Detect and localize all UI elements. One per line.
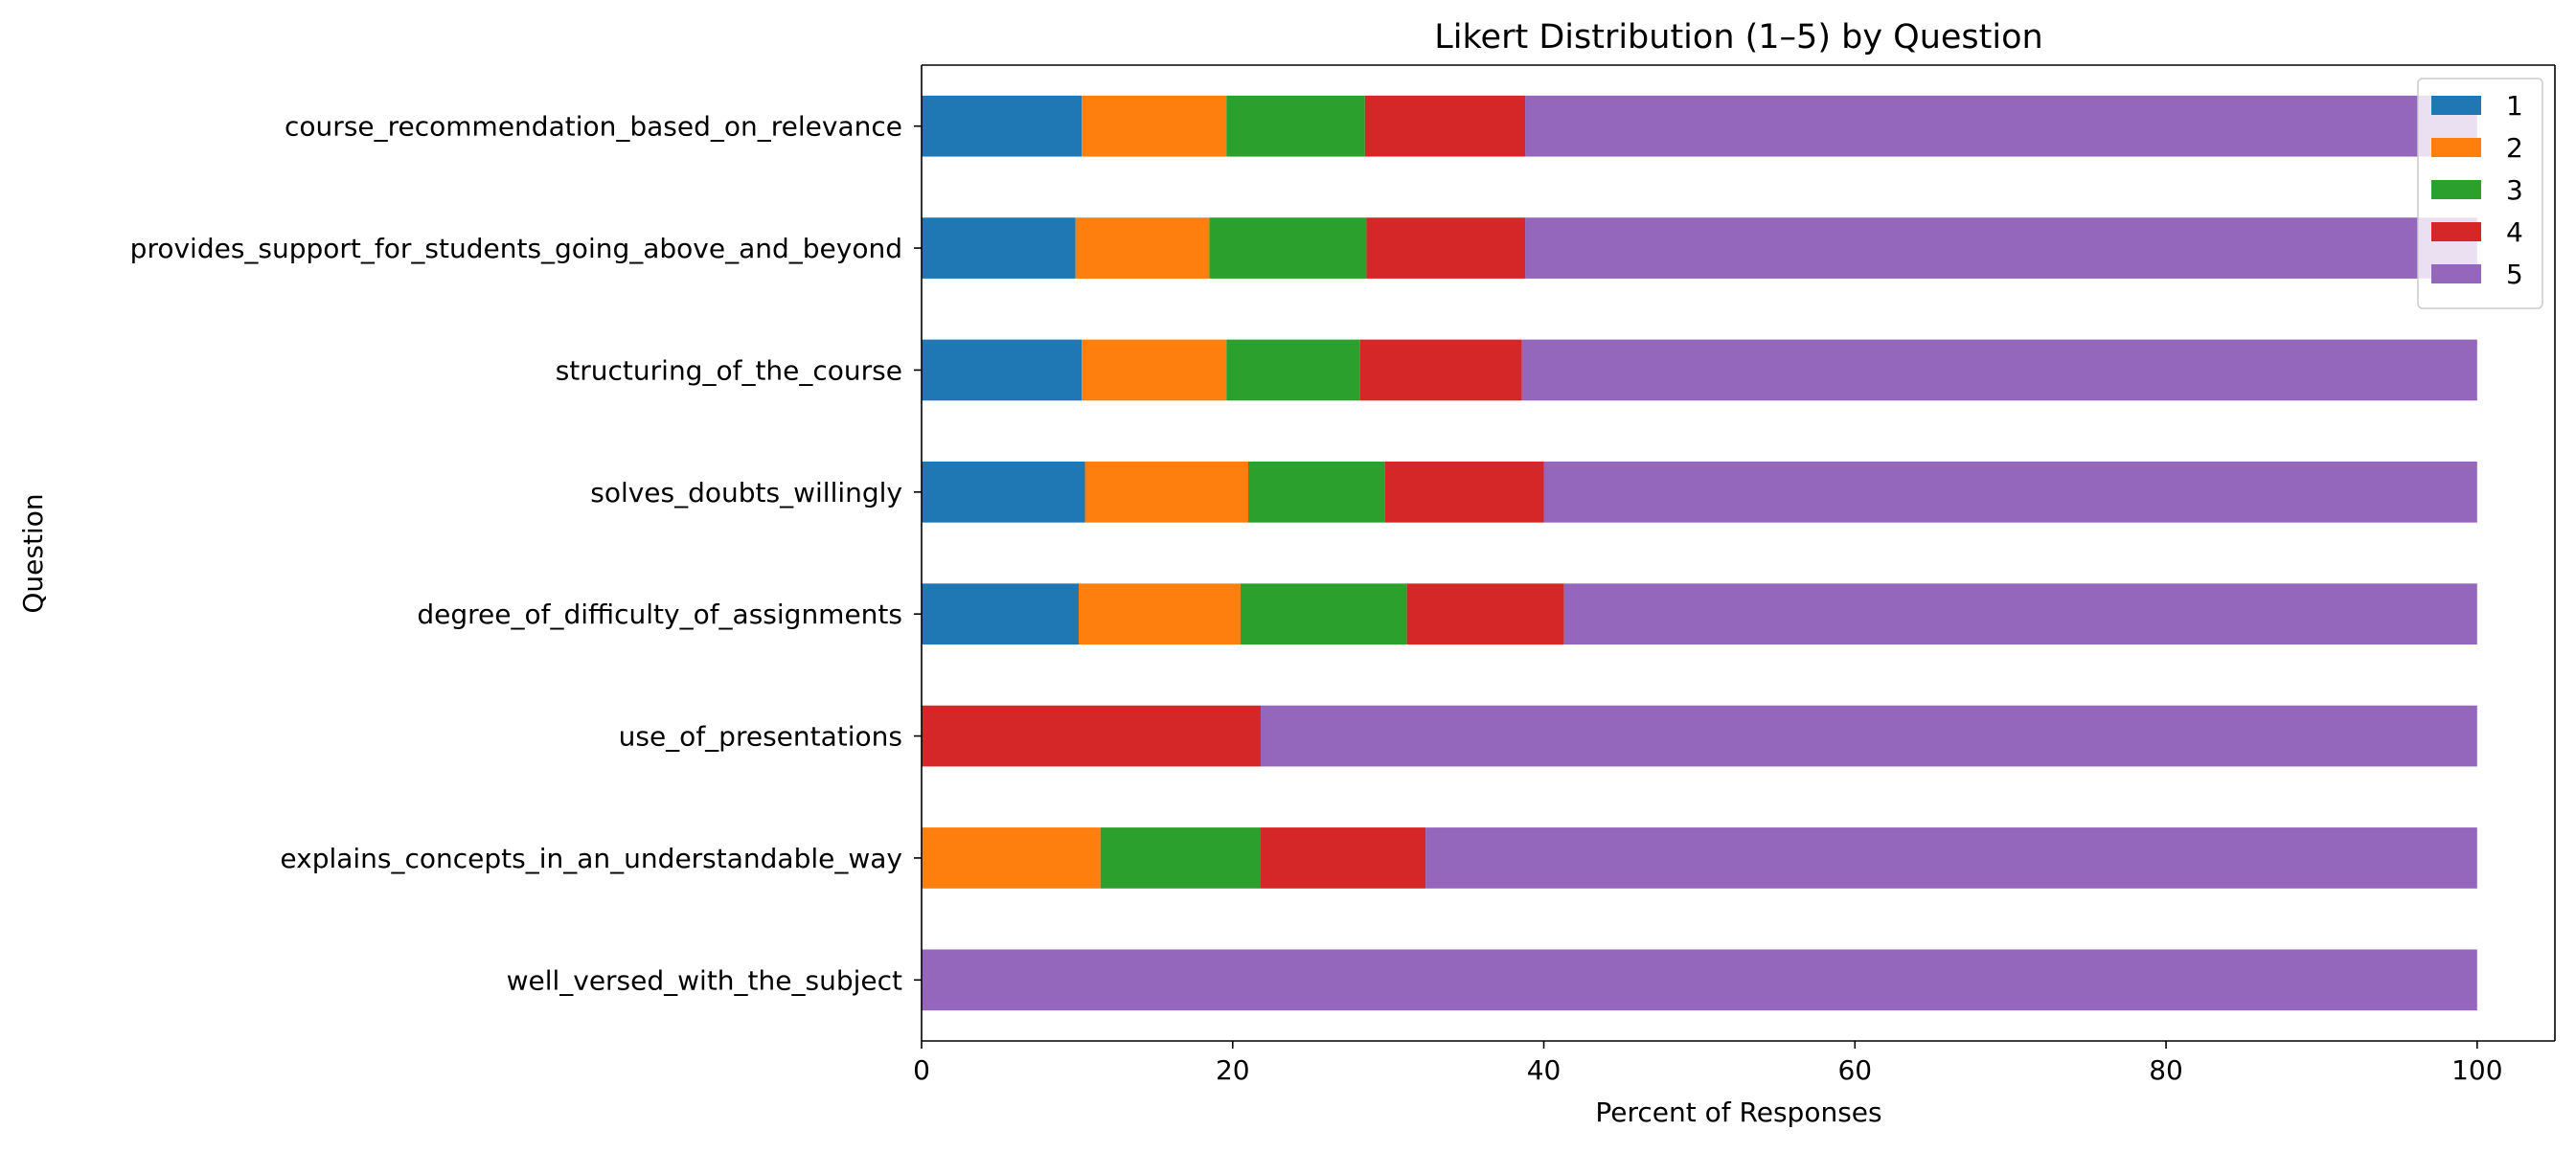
y-tick-label: solves_doubts_willingly (590, 477, 902, 509)
bar-segment (922, 949, 2477, 1011)
bar-segment (1226, 339, 1360, 401)
legend-swatch (2431, 180, 2481, 199)
x-tick-label: 40 (1527, 1054, 1562, 1086)
bar-segment (1563, 583, 2477, 645)
bar-segment (922, 95, 1083, 157)
bar-segment (1226, 95, 1365, 157)
axes-layer: 0 20 40 60 80 100 course_recommendation_based_… (130, 64, 2556, 1086)
bar-segment (922, 461, 1085, 523)
legend-label: 2 (2506, 132, 2523, 164)
x-tick-label: 80 (2149, 1054, 2183, 1086)
y-tick-label: structuring_of_the_course (556, 354, 902, 386)
bar-segment (1240, 583, 1407, 645)
y-tick-label: explains_concepts_in_an_understandable_w… (280, 843, 902, 874)
bar-segment (922, 827, 1101, 889)
bar-segment (1359, 339, 1522, 401)
bar-segment (1366, 217, 1526, 279)
bars-layer (922, 95, 2477, 1011)
bar-segment (1260, 827, 1426, 889)
x-tick-label: 0 (913, 1054, 930, 1086)
y-tick-label: provides_support_for_students_going_abov… (130, 233, 902, 264)
x-axis-label: Percent of Responses (1595, 1096, 1881, 1128)
legend-label: 5 (2506, 259, 2523, 290)
bar-segment (1084, 461, 1248, 523)
bar-segment (922, 339, 1083, 401)
legend-label: 4 (2506, 216, 2523, 248)
bar-segment (1248, 461, 1385, 523)
bar-segment (1384, 461, 1544, 523)
bar-segment (1406, 583, 1564, 645)
x-tick-label: 60 (1837, 1054, 1872, 1086)
legend-label: 1 (2506, 90, 2523, 122)
bar-segment (1075, 217, 1210, 279)
legend-swatch (2431, 264, 2481, 283)
bar-segment (1079, 583, 1241, 645)
y-tick-label: well_versed_with_the_subject (507, 964, 902, 996)
y-tick-label: use_of_presentations (619, 721, 902, 753)
x-tick-label: 20 (1216, 1054, 1250, 1086)
bar-segment (1364, 95, 1526, 157)
bar-segment (922, 583, 1080, 645)
legend: 1 2 3 4 5 (2417, 78, 2543, 309)
bar-segment (922, 217, 1076, 279)
y-axis-label: Question (17, 493, 49, 613)
legend-label: 3 (2506, 174, 2523, 206)
bar-segment (1100, 827, 1261, 889)
legend-swatch (2431, 138, 2481, 157)
bar-segment (1082, 95, 1227, 157)
legend-swatch (2431, 96, 2481, 115)
y-tick-label: course_recommendation_based_on_relevance (285, 111, 902, 143)
x-tick-label: 100 (2451, 1054, 2502, 1086)
bar-segment (922, 705, 1261, 767)
bar-segment (1260, 705, 2477, 767)
bar-segment (1525, 95, 2477, 157)
bar-segment (1082, 339, 1227, 401)
bar-segment (1525, 217, 2477, 279)
bar-segment (1209, 217, 1367, 279)
y-tick-label: degree_of_difficulty_of_assignments (417, 599, 902, 630)
legend-swatch (2431, 222, 2481, 241)
bar-segment (1543, 461, 2477, 523)
bar-segment (1521, 339, 2477, 401)
bar-segment (1425, 827, 2477, 889)
chart-title: Likert Distribution (1–5) by Question (1434, 18, 2042, 57)
